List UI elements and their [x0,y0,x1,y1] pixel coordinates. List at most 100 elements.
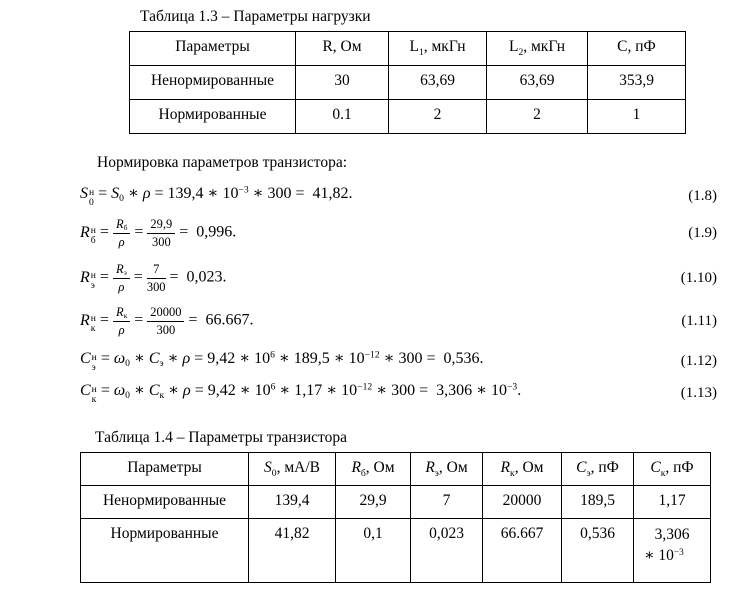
table-header-cell: С, пФ [587,31,686,66]
math-text: = [129,268,147,286]
header-subscript: к [510,468,515,480]
math-fraction: Rб ρ [112,217,131,249]
math-text: 3,306 [654,526,690,543]
header-unit: , мА/В [276,459,320,476]
math-text: = 9,42 ∗ [190,350,255,368]
header-unit: , пФ [590,459,619,476]
table-header-cell: Cэ, пФ [561,452,634,486]
math-text: ∗ 300 = 3,306 ∗ [372,382,491,400]
math-var: R [80,223,90,241]
header-symbol: S [264,459,272,476]
math-var: C [148,350,160,368]
header-unit: , Ом [365,459,395,476]
normalization-heading: Нормировка параметров транзистора: [97,154,348,171]
table-row: Ненормированные 30 63,69 63,69 353,9 [129,65,686,100]
math-base: 10 [222,185,239,203]
table-cell: 353,9 [587,65,686,100]
table-cell: 189,5 [561,485,634,519]
math-fraction: Rк ρ [112,305,131,337]
math-subscript: 0 [119,193,124,205]
math-text: = [95,223,113,241]
math-subscript: 0 [89,197,94,209]
equation-number: (1.9) [688,224,717,241]
math-exponent: −12 [364,350,380,362]
table-cell: 2 [486,99,588,134]
table-header-cell: L2, мкГн [486,31,588,66]
table-1-3: Параметры R, Ом L1, мкГн L2, мкГн С, пФ Ненор… [129,31,686,134]
header-unit: , мкГн [523,38,566,55]
math-text: = 139,4 ∗ [150,185,223,203]
math-var: ρ [118,234,125,249]
header-symbol: L [508,38,519,55]
math-var-sub: ω0 [114,382,130,400]
math-text: . [517,382,522,400]
math-exponent: −3 [238,185,249,197]
math-text: = [95,268,113,286]
math-var: R [115,262,124,277]
math-fraction: 20000 300 [147,305,185,337]
header-symbol: L [409,38,419,55]
math-exponent: −3 [673,547,684,558]
math-var-sub: Cк [149,382,164,400]
math-exponent: −12 [357,382,373,394]
math-text: ∗ [129,350,149,368]
fraction-denominator: ρ [113,279,130,294]
math-var: C [80,350,91,368]
math-text: ∗ [129,382,149,400]
header-symbol: C [650,459,661,476]
header-subscript: 1 [418,47,424,59]
header-subscript: 2 [518,47,524,59]
math-exponent: 6 [270,350,275,362]
math-subscript: 0 [125,358,130,370]
header-unit: , Ом [332,38,362,55]
math-power: 10−12 [349,350,380,367]
fraction-numerator: 20000 [147,305,185,322]
math-superscript: н [90,269,96,281]
math-text: ∗ 300 = 41,82. [248,185,353,203]
header-symbol: R [322,38,333,55]
row-label: Ненормированные [80,485,249,519]
table-row: Нормированные 41,82 0,1 0,023 66.667 0,536 3,3… [80,518,711,583]
math-text: ∗ 189,5 ∗ [274,350,349,368]
header-symbol: С [617,38,628,55]
table-row: Ненормированные 139,4 29,9 7 20000 189,5 1,17 [80,485,711,519]
header-symbol: R [425,459,435,476]
math-var-sub: Rэ [116,262,127,276]
table-cell: 63,69 [388,65,487,100]
table-header-cell: S0, мА/В [248,452,336,486]
math-base: 10 [341,382,358,400]
math-text: ∗ [123,185,143,203]
row-label: Нормированные [80,518,249,583]
math-base: 10 [658,547,674,564]
math-fraction: Rэ ρ [112,262,130,294]
table-cell: 29,9 [335,485,411,519]
table-cell: 2 [388,99,487,134]
math-power: 10−3 [658,547,683,564]
math-var: ρ [142,185,151,203]
row-label: Ненормированные [129,65,296,100]
fraction-denominator: ρ [113,234,130,249]
math-power: 10−3 [491,382,517,399]
table-cell: 3,306 ∗ 10−3 [633,518,711,583]
math-text: = 0,023. [165,268,227,286]
math-text: = [130,223,148,241]
table-1-3-caption: Таблица 1.3 – Параметры нагрузки [140,8,371,25]
math-var: R [115,305,124,320]
header-unit: , Ом [514,459,544,476]
math-base: 10 [254,350,271,368]
header-subscript: к [660,468,666,480]
value-line: 3,306 [636,524,708,545]
value-line: ∗ 10−3 [636,545,708,566]
math-text: ∗ [163,350,183,368]
fraction-denominator: ρ [113,322,130,337]
fraction-numerator: 29,9 [147,217,176,234]
math-text: ∗ 300 = 0,536. [379,350,484,368]
